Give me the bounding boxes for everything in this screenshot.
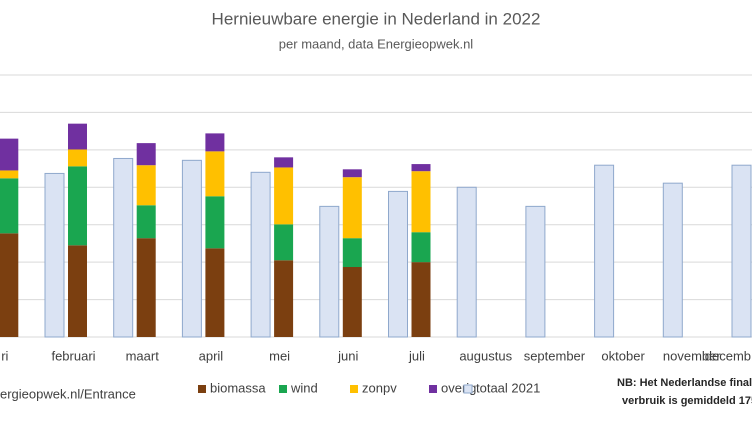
bar-segment (274, 157, 294, 168)
legend-swatch (279, 385, 287, 393)
legend-swatch (463, 384, 473, 394)
bar-segment (136, 143, 156, 166)
x-tick-label: juni (337, 348, 358, 363)
x-tick-label: maart (126, 348, 160, 363)
bar-2021 (113, 157, 134, 338)
bar-2021 (44, 172, 65, 338)
bar-segment (136, 205, 156, 239)
bar-2021 (525, 205, 546, 338)
x-tick-label: augustus (459, 348, 512, 363)
legend-label: zonpv (362, 380, 397, 395)
bar-2021 (388, 190, 408, 338)
bar-segment (274, 224, 294, 261)
bar-segment (342, 238, 362, 268)
bar-segment (205, 248, 225, 337)
bar-segment (68, 149, 87, 167)
bar-segment (0, 233, 19, 337)
x-tick-label: april (199, 348, 224, 363)
bar-segment (411, 164, 431, 172)
bar-segment (205, 133, 225, 152)
legend-label: wind (290, 380, 318, 395)
bar-segment (342, 169, 362, 178)
bar-segment (205, 196, 225, 249)
chart-title: Hernieuwbare energie in Nederland in 202… (212, 9, 541, 28)
bar-segment (274, 260, 294, 337)
source: ergieopwek.nl/Entrance (0, 386, 136, 401)
x-tick-label: november (663, 348, 721, 363)
bar-segment (0, 178, 19, 234)
x-tick-label: oktober (601, 348, 645, 363)
bar-2021 (594, 164, 615, 338)
note-line: NB: Het Nederlandse final (617, 377, 752, 389)
bar-2021 (250, 171, 271, 338)
bar-segment (0, 170, 19, 179)
x-tick-label: decemb (705, 348, 751, 363)
legend-swatch (350, 385, 358, 393)
bar-segment (411, 232, 431, 263)
bar-2021 (181, 159, 202, 338)
bar-segment (68, 166, 87, 246)
x-tick-label: mei (269, 348, 290, 363)
bar-segment (68, 123, 87, 150)
note-line: verbruik is gemiddeld 175 PJ p (622, 395, 752, 407)
bar-2021 (662, 182, 683, 338)
x-tick-label: ri (1, 348, 8, 363)
legend-swatch (198, 385, 206, 393)
bar-segment (342, 177, 362, 239)
bar-2021 (456, 186, 477, 338)
legend-swatch (429, 385, 437, 393)
bar-segment (205, 151, 225, 197)
bar-segment (342, 267, 362, 337)
bar-2021 (319, 205, 340, 338)
legend-label: totaal 2021 (476, 380, 540, 395)
bar-segment (411, 262, 431, 337)
bar-segment (274, 167, 294, 225)
bar-segment (136, 165, 156, 206)
bar-segment (411, 171, 431, 233)
x-tick-label: september (524, 348, 586, 363)
chart-subtitle: per maand, data Energieopwek.nl (279, 36, 474, 51)
x-tick-label: februari (51, 348, 95, 363)
bar-segment (0, 138, 19, 171)
bar-2021 (731, 164, 752, 338)
bar-segment (136, 238, 156, 337)
legend-label: biomassa (210, 380, 266, 395)
bar-segment (68, 245, 87, 337)
x-tick-label: juli (408, 348, 425, 363)
